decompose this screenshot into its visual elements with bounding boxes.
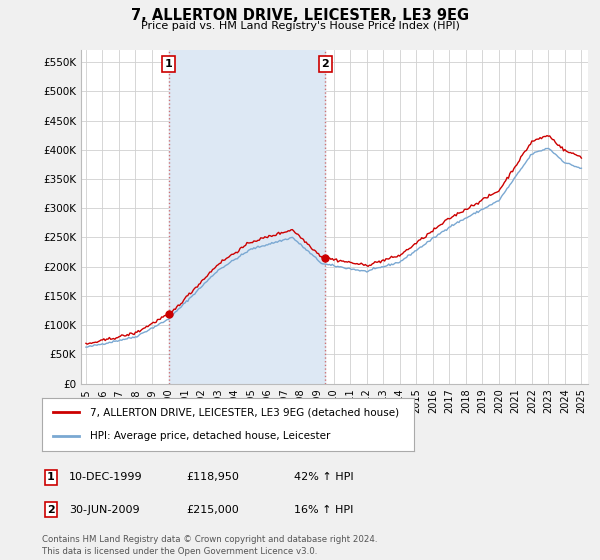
Text: 16% ↑ HPI: 16% ↑ HPI	[294, 505, 353, 515]
Text: £118,950: £118,950	[186, 472, 239, 482]
Text: 1: 1	[164, 59, 172, 69]
Text: 1: 1	[47, 472, 55, 482]
Text: Price paid vs. HM Land Registry's House Price Index (HPI): Price paid vs. HM Land Registry's House …	[140, 21, 460, 31]
Text: 2: 2	[47, 505, 55, 515]
Text: 2: 2	[322, 59, 329, 69]
Text: 42% ↑ HPI: 42% ↑ HPI	[294, 472, 353, 482]
Text: Contains HM Land Registry data © Crown copyright and database right 2024.
This d: Contains HM Land Registry data © Crown c…	[42, 535, 377, 556]
Text: £215,000: £215,000	[186, 505, 239, 515]
Bar	[169, 50, 325, 384]
Text: HPI: Average price, detached house, Leicester: HPI: Average price, detached house, Leic…	[91, 431, 331, 441]
Text: 10-DEC-1999: 10-DEC-1999	[69, 472, 143, 482]
Text: 30-JUN-2009: 30-JUN-2009	[69, 505, 140, 515]
Text: 7, ALLERTON DRIVE, LEICESTER, LE3 9EG (detached house): 7, ALLERTON DRIVE, LEICESTER, LE3 9EG (d…	[91, 408, 400, 418]
Text: 7, ALLERTON DRIVE, LEICESTER, LE3 9EG: 7, ALLERTON DRIVE, LEICESTER, LE3 9EG	[131, 8, 469, 24]
